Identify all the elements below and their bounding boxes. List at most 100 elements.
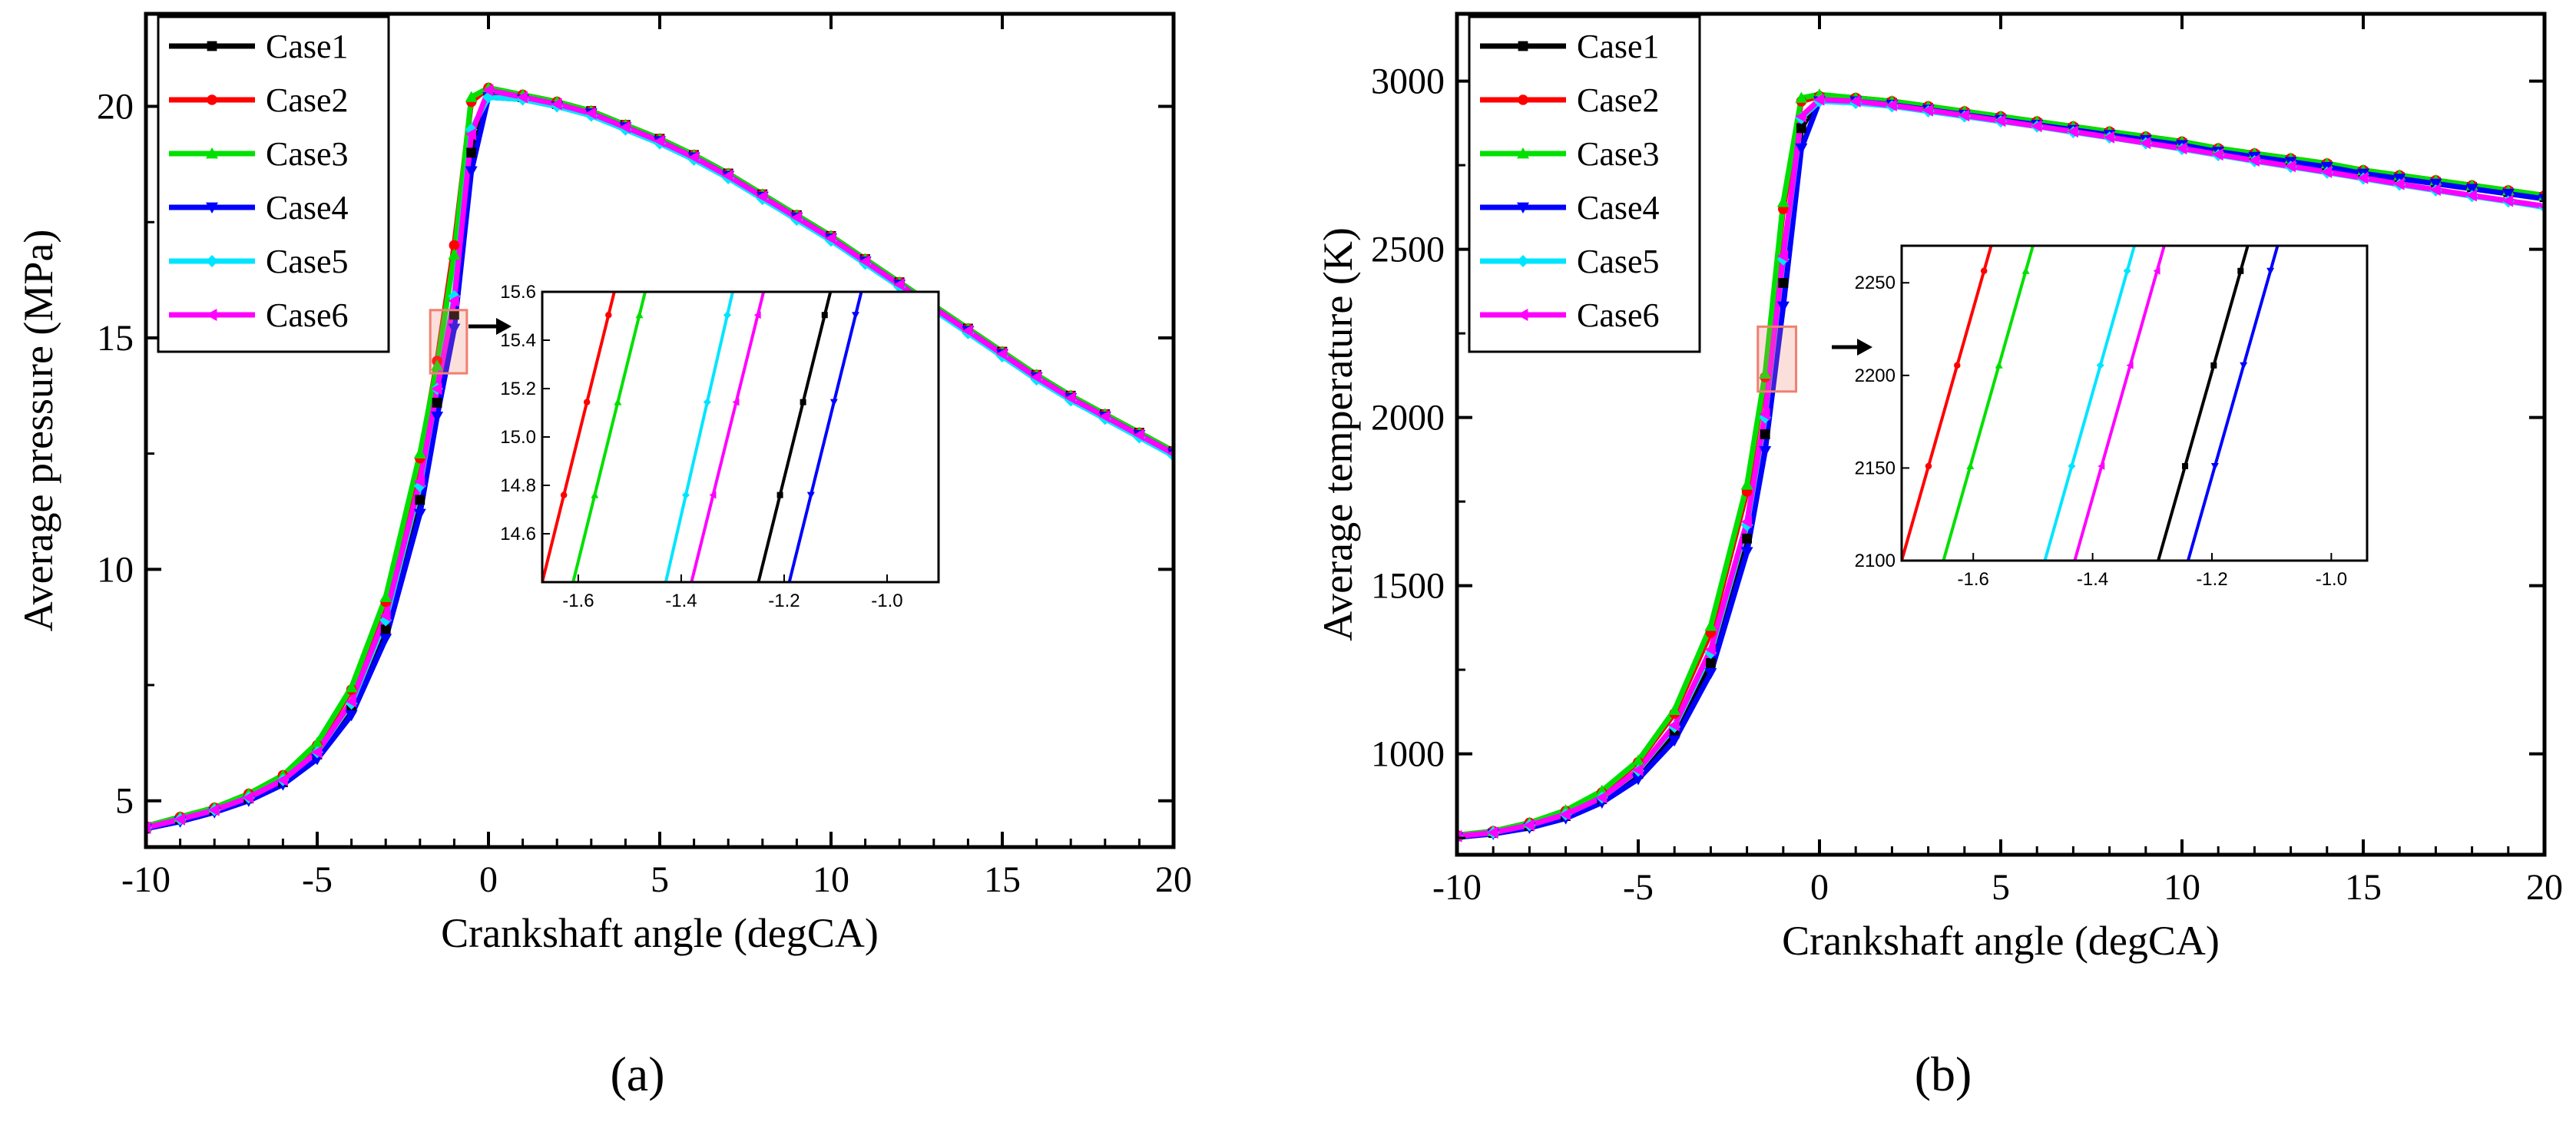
x-tick-label: 10 bbox=[813, 859, 849, 900]
marker-triangle-left bbox=[431, 382, 442, 396]
marker-triangle-up bbox=[413, 447, 426, 459]
marker-triangle-left bbox=[413, 475, 425, 488]
legend-item: Case2 bbox=[169, 81, 349, 119]
marker-triangle-left bbox=[1595, 791, 1608, 804]
marker-square bbox=[776, 491, 783, 498]
panel-label: (b) bbox=[1915, 1047, 1972, 1101]
marker-triangle-up bbox=[1759, 367, 1772, 379]
marker-triangle-left bbox=[859, 255, 870, 268]
inset-x-tick-label: -1.2 bbox=[2196, 569, 2227, 590]
marker-square bbox=[1742, 533, 1752, 544]
inset-line-case5 bbox=[2043, 246, 2136, 561]
marker-square bbox=[380, 624, 391, 635]
legend-item: Case1 bbox=[1480, 28, 1660, 65]
marker-square bbox=[432, 397, 442, 408]
panel-a: -10 -5 0 5 10 15 20 5 10 15 20 Crankshaft angle (de… bbox=[15, 12, 1192, 1101]
marker-triangle-up bbox=[591, 491, 599, 498]
marker-triangle-left bbox=[448, 294, 459, 307]
marker-triangle-down bbox=[2502, 188, 2515, 200]
legend-label: Case2 bbox=[266, 81, 349, 119]
marker-square bbox=[415, 495, 425, 505]
inset-x-tick-label: -1.4 bbox=[665, 591, 697, 611]
marker-triangle-left bbox=[1559, 808, 1571, 821]
marker-diamond bbox=[681, 491, 690, 499]
marker-triangle-left bbox=[1849, 94, 1861, 108]
series-markers-case6 bbox=[146, 84, 1174, 834]
marker-triangle-left bbox=[732, 398, 740, 406]
marker-square bbox=[2182, 463, 2189, 469]
marker-triangle-left bbox=[2320, 165, 2333, 178]
marker-triangle-left bbox=[2103, 131, 2114, 144]
y-tick-label: 1500 bbox=[1371, 566, 1445, 607]
y-tick-label: 1000 bbox=[1371, 734, 1445, 775]
y-axis-title: Average temperature (K) bbox=[1315, 227, 1361, 641]
zoom-arrow-head bbox=[1857, 339, 1872, 356]
marker-triangle-down bbox=[465, 166, 478, 177]
marker-triangle-left bbox=[2465, 189, 2477, 202]
marker-triangle-left bbox=[790, 211, 802, 224]
marker-triangle-left bbox=[1487, 826, 1498, 839]
legend-label: Case1 bbox=[266, 28, 349, 65]
x-tick-label: 15 bbox=[984, 859, 1021, 900]
legend-item: Case4 bbox=[169, 189, 349, 227]
marker-triangle-left bbox=[825, 232, 836, 245]
x-tick-label: 15 bbox=[2345, 867, 2382, 908]
marker-circle bbox=[449, 240, 460, 251]
marker-triangle-left bbox=[208, 803, 220, 816]
x-axis-title: Crankshaft angle (degCA) bbox=[1782, 918, 2220, 964]
marker-triangle-left bbox=[709, 491, 717, 499]
marker-triangle-left bbox=[2067, 125, 2078, 138]
inset-line-case3 bbox=[571, 292, 647, 582]
legend-label: Case5 bbox=[266, 243, 349, 280]
marker-triangle-down bbox=[431, 412, 444, 423]
x-tick-label: -5 bbox=[1623, 867, 1654, 908]
marker-square bbox=[1518, 41, 1528, 51]
x-tick-label: 20 bbox=[2526, 867, 2563, 908]
marker-triangle-left bbox=[687, 151, 699, 164]
marker-triangle-up bbox=[1795, 91, 1808, 103]
inset-x-tick-label: -1.6 bbox=[562, 591, 594, 611]
legend: Case1 Case2 Case3 Case4 Case5 Case6 bbox=[157, 15, 390, 353]
inset-series-group bbox=[542, 292, 863, 582]
marker-triangle-left bbox=[1995, 114, 2006, 127]
marker-triangle-left bbox=[753, 311, 761, 319]
inset-line-case2 bbox=[542, 292, 616, 582]
marker-triangle-up bbox=[311, 736, 323, 748]
marker-circle bbox=[1980, 267, 1988, 275]
marker-triangle-down bbox=[206, 202, 218, 213]
marker-triangle-down bbox=[1776, 301, 1790, 313]
panel-label: (a) bbox=[610, 1047, 664, 1101]
y-tick-label: 3000 bbox=[1371, 61, 1445, 102]
inset-frame bbox=[1900, 244, 2369, 562]
panel-b: -10 -5 0 5 10 15 20 1000 1500 2000 2500 3000 Cranksh… bbox=[1315, 12, 2563, 1101]
marker-diamond bbox=[703, 398, 711, 406]
legend-label: Case6 bbox=[1577, 296, 1660, 334]
marker-triangle-left bbox=[2248, 154, 2260, 167]
marker-triangle-down bbox=[851, 312, 859, 319]
marker-circle bbox=[560, 491, 568, 498]
marker-triangle-left bbox=[2284, 160, 2296, 173]
inset-y-tick-label: 2100 bbox=[1855, 551, 1896, 571]
marker-triangle-down bbox=[1740, 547, 1753, 558]
marker-triangle-down bbox=[2465, 184, 2478, 195]
legend-label: Case5 bbox=[1577, 243, 1660, 280]
marker-square bbox=[2237, 267, 2244, 274]
inset-x-tick-label: -1.6 bbox=[1958, 569, 1989, 590]
inset-background bbox=[1902, 246, 2367, 561]
marker-triangle-left bbox=[996, 348, 1008, 361]
inset-line-case1 bbox=[757, 292, 833, 582]
marker-square bbox=[800, 399, 806, 405]
marker-triangle-down bbox=[1704, 668, 1717, 680]
marker-triangle-down bbox=[1795, 143, 1808, 155]
marker-triangle-up bbox=[1776, 196, 1790, 207]
inset-chart: -1.6 -1.4 -1.2 -1.0 14.6 14.8 15.0 15.2 15.4 15.6 bbox=[500, 282, 940, 611]
marker-square bbox=[1760, 429, 1770, 439]
marker-triangle-left bbox=[276, 773, 288, 786]
y-axis-title: Average pressure (MPa) bbox=[15, 230, 61, 632]
legend-item: Case5 bbox=[169, 243, 349, 280]
legend-item: Case2 bbox=[1480, 81, 1660, 119]
marker-triangle-left bbox=[2126, 361, 2134, 369]
inset-y-tick-label: 15.4 bbox=[500, 330, 536, 351]
y-tick-label: 20 bbox=[97, 87, 134, 127]
zoom-region-box bbox=[429, 309, 469, 375]
